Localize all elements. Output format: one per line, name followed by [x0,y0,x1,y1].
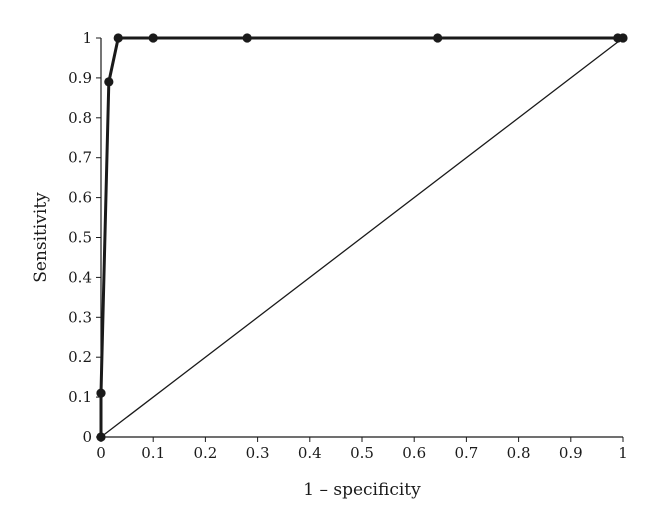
roc-point [104,77,114,87]
roc-point [96,388,106,398]
y-tick-label: 1 [82,29,92,47]
y-tick-label: 0.6 [68,189,92,207]
reference-diagonal-line [100,37,624,438]
plot-area: 0 0.1 0.2 0.3 0.4 0.5 0.6 0.7 0.8 0.9 1 0 0.1 0.2 0.3… [68,29,628,462]
y-tick-label: 0.5 [68,229,92,247]
roc-point [433,33,443,43]
x-tick-label: 0.5 [350,444,374,462]
y-axis-ticks: 0 0.1 0.2 0.3 0.4 0.5 0.6 0.7 0.8 0.9 1 [68,29,101,446]
y-axis-title: Sensitivity [31,192,51,283]
x-tick-label: 0.4 [298,444,322,462]
y-tick-label: 0.3 [68,308,92,326]
x-tick-label: 0.6 [402,444,426,462]
x-tick-label: 0 [96,444,106,462]
y-tick-label: 0 [82,428,92,446]
x-tick-label: 0.8 [507,444,531,462]
x-tick-label: 0.3 [246,444,270,462]
y-tick-label: 0.9 [68,69,92,87]
y-tick-label: 0.7 [68,149,92,167]
y-tick-label: 0.2 [68,348,92,366]
x-tick-label: 1 [618,444,628,462]
x-axis-title: 1 – specificity [303,480,421,500]
x-tick-label: 0.7 [454,444,478,462]
x-tick-label: 0.1 [141,444,165,462]
x-axis-ticks: 0 0.1 0.2 0.3 0.4 0.5 0.6 0.7 0.8 0.9 1 [96,437,628,462]
roc-point [113,33,123,43]
x-tick-label: 0.2 [193,444,217,462]
x-tick-label: 0.9 [559,444,583,462]
roc-point [242,33,252,43]
y-tick-label: 0.8 [68,109,92,127]
y-tick-label: 0.1 [68,388,92,406]
series-layer [96,33,628,442]
y-tick-label: 0.4 [68,268,92,286]
roc-point [148,33,158,43]
